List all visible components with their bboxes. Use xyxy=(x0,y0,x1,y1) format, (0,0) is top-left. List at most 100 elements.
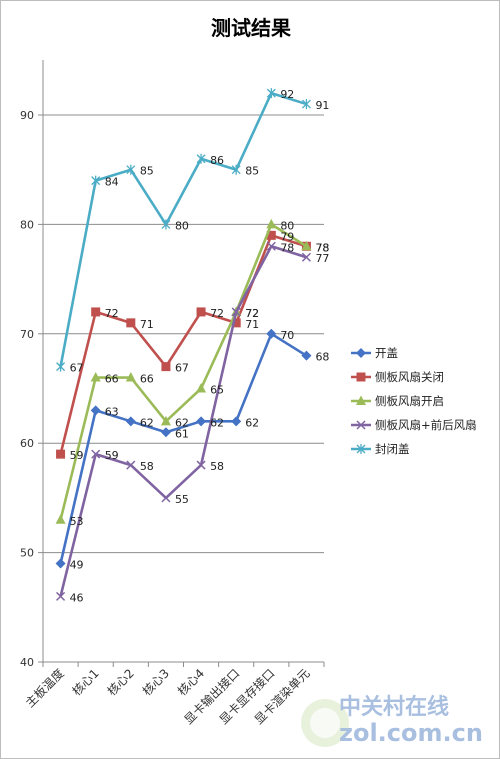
legend-label: 侧板风扇+前后风扇 xyxy=(375,418,477,432)
star-marker xyxy=(196,153,206,164)
diamond-marker xyxy=(160,427,171,438)
square-marker xyxy=(196,307,206,317)
watermark-url-text: zol.com.cn xyxy=(339,719,483,747)
data-label: 49 xyxy=(70,559,84,572)
legend-label: 侧板风扇开启 xyxy=(375,394,444,408)
data-label: 91 xyxy=(315,99,329,112)
series-line xyxy=(59,244,307,597)
y-tick-label: 90 xyxy=(20,109,34,122)
data-label: 77 xyxy=(315,252,329,265)
legend-entry: 侧板风扇+前后风扇 xyxy=(351,418,477,432)
data-label: 72 xyxy=(210,307,224,320)
star-marker xyxy=(301,99,311,110)
x-marker xyxy=(301,252,311,262)
y-tick-label: 60 xyxy=(20,437,34,450)
data-label: 71 xyxy=(140,318,154,331)
x-marker xyxy=(196,460,206,470)
data-label: 78 xyxy=(280,241,294,254)
data-label: 71 xyxy=(245,318,259,331)
square-marker xyxy=(126,318,136,328)
data-label: 80 xyxy=(175,219,189,232)
diamond-marker xyxy=(90,405,101,416)
y-tick-label: 70 xyxy=(20,328,34,341)
triangle-marker xyxy=(356,395,366,405)
data-label: 66 xyxy=(140,373,154,386)
x-tick-label: 核心1 xyxy=(70,666,102,698)
data-label: 85 xyxy=(140,165,154,178)
data-label: 72 xyxy=(245,307,259,320)
square-marker xyxy=(356,372,366,382)
diamond-marker xyxy=(55,558,66,569)
x-marker xyxy=(91,449,101,459)
legend-entry: 开盖 xyxy=(351,346,398,360)
triangle-marker xyxy=(160,415,171,426)
diamond-marker xyxy=(301,350,312,361)
series-lines xyxy=(55,88,312,601)
series-4 xyxy=(56,241,311,601)
square-marker xyxy=(231,318,241,328)
zol-logo-icon xyxy=(301,699,349,747)
x-marker xyxy=(56,591,66,601)
data-label: 62 xyxy=(175,416,189,429)
x-marker xyxy=(161,493,171,503)
series-1 xyxy=(55,328,312,569)
square-marker xyxy=(91,307,101,317)
series-line xyxy=(59,234,307,455)
diamond-marker xyxy=(231,416,242,427)
data-label: 65 xyxy=(210,384,224,397)
data-label: 72 xyxy=(245,307,259,320)
x-marker xyxy=(356,420,366,430)
star-marker xyxy=(266,88,276,99)
series-line xyxy=(59,223,308,521)
legend-entry: 侧板风扇开启 xyxy=(351,394,444,408)
y-tick-label: 40 xyxy=(20,656,34,669)
square-marker xyxy=(266,230,276,240)
data-label: 72 xyxy=(105,307,119,320)
legend-entry: 侧板风扇关闭 xyxy=(351,370,444,384)
x-marker xyxy=(231,307,241,317)
data-label: 59 xyxy=(70,449,84,462)
watermark-cn-text: 中关村在线 xyxy=(339,695,450,720)
data-label: 62 xyxy=(140,416,154,429)
data-label: 78 xyxy=(315,241,329,254)
x-tick-label: 核心3 xyxy=(140,666,172,698)
data-label: 55 xyxy=(175,493,189,506)
series-line xyxy=(59,332,308,564)
diamond-marker xyxy=(125,416,136,427)
legend-label: 封闭盖 xyxy=(375,442,410,456)
data-label: 66 xyxy=(105,373,119,386)
triangle-marker xyxy=(125,372,136,382)
triangle-marker xyxy=(266,218,277,229)
triangle-marker xyxy=(90,372,101,382)
series-line xyxy=(59,91,307,367)
triangle-marker xyxy=(196,383,207,393)
data-label: 61 xyxy=(175,427,189,440)
data-label: 59 xyxy=(105,449,119,462)
series-2 xyxy=(56,230,311,459)
star-marker xyxy=(56,361,66,372)
legend-entry: 封闭盖 xyxy=(351,442,410,456)
data-label: 67 xyxy=(70,362,84,375)
data-label: 62 xyxy=(210,416,224,429)
data-label: 86 xyxy=(210,154,224,167)
triangle-marker xyxy=(55,514,66,524)
diamond-marker xyxy=(196,416,207,427)
triangle-marker xyxy=(301,240,312,251)
square-marker xyxy=(161,362,171,372)
x-tick-label: 主板温度 xyxy=(22,666,67,711)
data-label: 79 xyxy=(280,230,294,243)
data-label: 84 xyxy=(105,176,119,189)
x-tick-label: 核心4 xyxy=(175,666,207,698)
diamond-marker xyxy=(356,348,366,358)
star-marker xyxy=(356,444,366,454)
x-tick-label: 核心2 xyxy=(105,666,137,698)
data-label: 68 xyxy=(315,351,329,364)
data-label: 92 xyxy=(280,88,294,101)
x-marker xyxy=(126,460,136,470)
diamond-marker xyxy=(266,328,277,339)
